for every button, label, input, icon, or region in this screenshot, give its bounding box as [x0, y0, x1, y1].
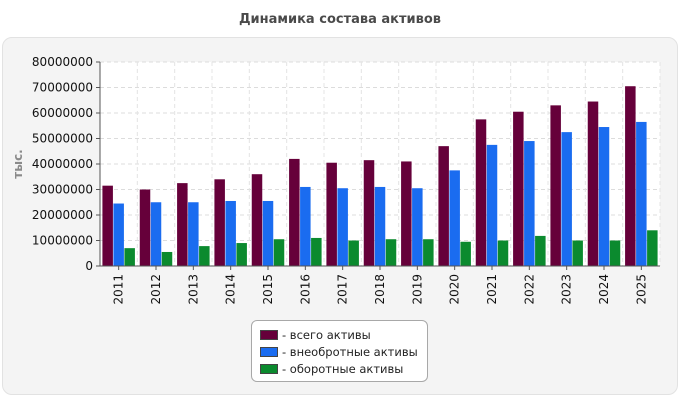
bar-total-2013 — [177, 183, 188, 266]
bar-current-2023 — [572, 240, 583, 266]
y-axis-label: тыс. — [11, 149, 25, 178]
x-tick-label: 2018 — [373, 274, 387, 305]
legend-label-current: - оборотные активы — [282, 361, 404, 376]
bar-current-2015 — [273, 239, 285, 266]
x-tick-label: 2016 — [298, 274, 312, 305]
bar-total-2020 — [438, 146, 449, 266]
bar-total-2018 — [363, 160, 375, 266]
x-tick-label: 2015 — [261, 274, 275, 305]
bar-noncurrent-2012 — [150, 202, 162, 266]
x-tick-label: 2011 — [112, 274, 126, 305]
bar-noncurrent-2024 — [598, 127, 610, 267]
bar-noncurrent-2020 — [449, 170, 460, 266]
bar-current-2017 — [348, 240, 359, 266]
y-tick-label: 80000000 — [32, 55, 93, 69]
bar-total-2016 — [289, 158, 300, 266]
chart-legend: - всего активы - внеобротные активы - об… — [251, 320, 428, 382]
legend-label-total: - всего активы — [282, 327, 371, 342]
x-tick-label: 2021 — [485, 274, 499, 305]
x-tick-label: 2013 — [186, 274, 200, 305]
y-tick-label: 0 — [85, 259, 93, 273]
bar-total-2025 — [625, 86, 636, 266]
bar-noncurrent-2022 — [524, 141, 535, 266]
bar-noncurrent-2016 — [300, 186, 311, 266]
y-tick-label: 40000000 — [32, 157, 93, 171]
y-tick-label: 30000000 — [32, 183, 93, 197]
bar-current-2021 — [497, 240, 509, 266]
x-tick-label: 2014 — [224, 274, 238, 305]
legend-swatch-total — [260, 329, 278, 340]
bar-noncurrent-2017 — [337, 188, 348, 266]
x-tick-label: 2012 — [149, 274, 163, 305]
x-tick-label: 2025 — [634, 274, 648, 305]
legend-label-noncurrent: - внеобротные активы — [282, 344, 418, 359]
bar-current-2019 — [423, 239, 434, 266]
bar-current-2020 — [460, 241, 471, 266]
bar-total-2017 — [326, 162, 337, 266]
bar-total-2011 — [102, 185, 113, 266]
bar-current-2018 — [385, 239, 397, 266]
bar-current-2025 — [647, 230, 658, 266]
legend-swatch-noncurrent — [260, 346, 278, 357]
bar-current-2024 — [609, 240, 621, 266]
legend-item-total: - всего активы — [260, 326, 419, 343]
bar-total-2022 — [513, 111, 524, 266]
legend-item-noncurrent: - внеобротные активы — [260, 343, 419, 360]
bar-current-2013 — [199, 246, 210, 266]
bar-noncurrent-2021 — [486, 144, 498, 266]
x-tick-label: 2017 — [336, 274, 350, 305]
bar-noncurrent-2023 — [561, 132, 572, 266]
x-tick-label: 2024 — [597, 274, 611, 305]
bar-total-2024 — [587, 101, 599, 267]
bar-noncurrent-2015 — [262, 200, 274, 266]
x-tick-label: 2023 — [560, 274, 574, 305]
chart-title: Динамика состава активов — [238, 12, 442, 27]
bar-noncurrent-2014 — [225, 200, 236, 266]
bar-noncurrent-2019 — [412, 188, 423, 266]
y-tick-label: 70000000 — [32, 81, 93, 95]
bar-current-2016 — [311, 237, 322, 266]
x-tick-label: 2022 — [522, 274, 536, 305]
bar-total-2023 — [550, 105, 561, 266]
bar-current-2014 — [236, 243, 247, 266]
bar-total-2012 — [139, 189, 151, 266]
y-tick-label: 60000000 — [32, 106, 93, 120]
bar-current-2011 — [124, 248, 135, 266]
legend-item-current: - оборотные активы — [260, 360, 419, 377]
y-tick-label: 10000000 — [32, 234, 93, 248]
y-tick-label: 50000000 — [32, 132, 93, 146]
bar-noncurrent-2013 — [188, 202, 199, 266]
x-tick-label: 2020 — [448, 274, 462, 305]
bar-total-2015 — [251, 174, 263, 266]
bar-total-2014 — [214, 179, 225, 266]
bar-noncurrent-2011 — [113, 203, 124, 266]
bar-noncurrent-2025 — [636, 121, 647, 266]
y-tick-label: 20000000 — [32, 208, 93, 222]
bar-total-2019 — [401, 161, 412, 266]
x-tick-label: 2019 — [410, 274, 424, 305]
bar-current-2012 — [161, 251, 173, 266]
bar-noncurrent-2018 — [374, 186, 386, 266]
bar-current-2022 — [535, 235, 546, 266]
legend-swatch-current — [260, 363, 278, 374]
bar-total-2021 — [475, 119, 487, 266]
